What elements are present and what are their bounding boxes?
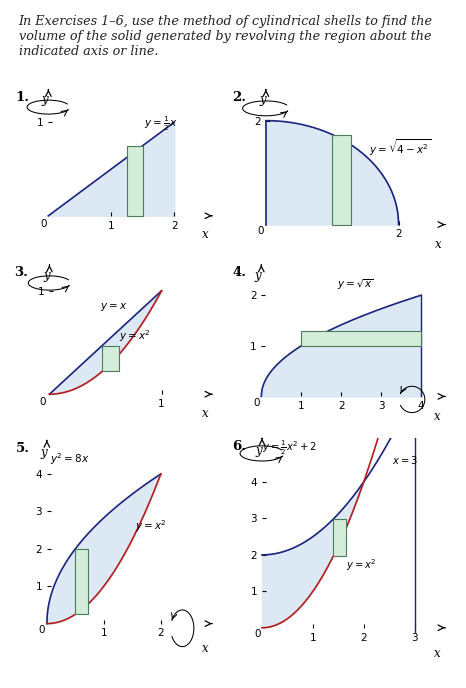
- Text: 0: 0: [257, 226, 264, 236]
- Text: y: y: [41, 94, 48, 106]
- Text: $y = \frac{1}{2}x$: $y = \frac{1}{2}x$: [144, 114, 178, 133]
- Text: $y = \sqrt{x}$: $y = \sqrt{x}$: [337, 277, 374, 292]
- Bar: [333, 519, 346, 557]
- Text: In Exercises 1–6, use the method of cylindrical shells to find the
volume of the: In Exercises 1–6, use the method of cyli…: [19, 15, 432, 58]
- Text: $y = x^2$: $y = x^2$: [346, 558, 377, 574]
- Text: y: y: [255, 444, 262, 457]
- Text: 2.: 2.: [232, 91, 246, 104]
- Text: x: x: [435, 238, 441, 251]
- Text: $y = x$: $y = x$: [100, 301, 127, 313]
- Text: 0: 0: [40, 397, 46, 407]
- Bar: [102, 345, 119, 372]
- Text: 0: 0: [254, 629, 260, 639]
- Bar: [301, 331, 421, 346]
- Text: 5.: 5.: [15, 442, 29, 455]
- Text: 3.: 3.: [14, 266, 27, 279]
- Bar: [332, 135, 351, 224]
- Bar: [127, 146, 143, 216]
- Text: $y = x^2$: $y = x^2$: [119, 329, 151, 345]
- Text: $x = 3$: $x = 3$: [391, 454, 418, 466]
- Text: 0: 0: [39, 625, 45, 635]
- Bar: [75, 549, 88, 614]
- Text: $y = \frac{1}{2}x^2 + 2$: $y = \frac{1}{2}x^2 + 2$: [262, 439, 317, 457]
- Text: 0: 0: [40, 219, 47, 228]
- Text: y: y: [254, 269, 261, 282]
- Text: 6.: 6.: [233, 440, 247, 453]
- Text: y: y: [259, 94, 266, 107]
- Text: x: x: [202, 642, 209, 655]
- Text: x: x: [202, 228, 209, 241]
- Text: y: y: [40, 446, 47, 459]
- Text: 0: 0: [254, 398, 260, 408]
- Text: x: x: [434, 647, 441, 660]
- Text: 4.: 4.: [233, 266, 247, 279]
- Text: $y = x^2$: $y = x^2$: [135, 518, 167, 534]
- Text: x: x: [434, 409, 441, 422]
- Text: $y^2 = 8x$: $y^2 = 8x$: [50, 451, 89, 466]
- Text: x: x: [202, 407, 209, 420]
- Text: y: y: [43, 269, 50, 282]
- Text: $y = \sqrt{4-x^2}$: $y = \sqrt{4-x^2}$: [369, 138, 431, 158]
- Text: 1.: 1.: [15, 91, 29, 104]
